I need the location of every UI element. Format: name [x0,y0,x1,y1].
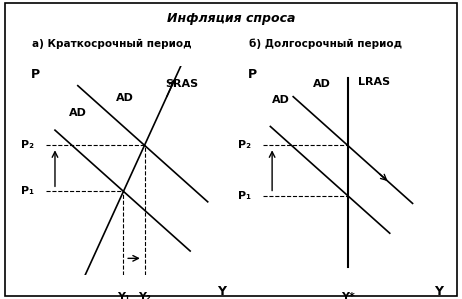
Text: P₁: P₁ [238,190,251,201]
Text: Инфляция спроса: Инфляция спроса [167,12,295,25]
Text: б) Долгосрочный период: б) Долгосрочный период [249,39,402,49]
Text: AD: AD [312,79,330,89]
Text: Y₂: Y₂ [138,292,151,299]
Text: P₂: P₂ [238,140,251,150]
Text: а) Краткосрочный период: а) Краткосрочный период [32,39,192,49]
Text: P₂: P₂ [21,140,34,150]
Text: Y: Y [217,285,226,298]
Text: Y₁: Y₁ [117,292,130,299]
Text: LRAS: LRAS [358,77,390,87]
Text: P: P [248,68,257,81]
Text: SRAS: SRAS [165,79,199,89]
Text: P: P [31,68,40,81]
Text: AD: AD [69,108,87,118]
Text: AD: AD [272,95,290,106]
Text: Y*: Y* [340,292,354,299]
Text: Y: Y [434,285,444,298]
Text: P₁: P₁ [21,186,34,196]
Text: AD: AD [116,93,134,103]
